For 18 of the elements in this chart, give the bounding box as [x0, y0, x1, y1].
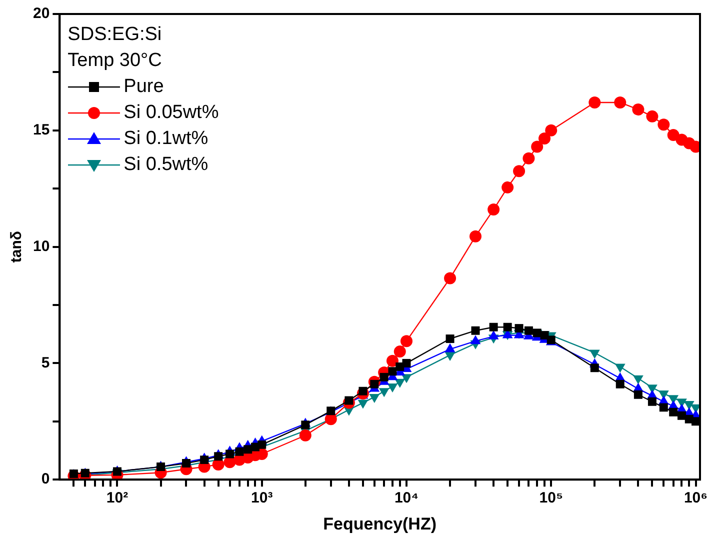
x-tick-label: 10⁴ [394, 490, 419, 507]
y-tick-label: 5 [41, 354, 50, 372]
legend-title: SDS:EG:Si [68, 23, 163, 47]
y-tick-label: 0 [41, 470, 50, 488]
x-tick-label: 10³ [251, 490, 273, 507]
legend-label: Si 0.5wt% [124, 153, 208, 177]
x-tick-label: 10⁵ [539, 490, 563, 507]
y-tick-label: 15 [32, 122, 50, 139]
x-tick-label: 10² [106, 490, 128, 507]
legend-label: Si 0.05wt% [124, 101, 219, 125]
legend-label: Pure [124, 75, 164, 99]
annotation: Temp 30°C [68, 49, 163, 73]
y-tick-label: 10 [32, 238, 50, 255]
y-axis-title: tanδ [8, 230, 26, 263]
y-tick-label: 20 [32, 5, 50, 22]
x-tick-label: 10⁶ [684, 490, 708, 507]
x-axis-title: Fequency(HZ) [323, 514, 437, 534]
legend-label: Si 0.1wt% [124, 127, 208, 151]
